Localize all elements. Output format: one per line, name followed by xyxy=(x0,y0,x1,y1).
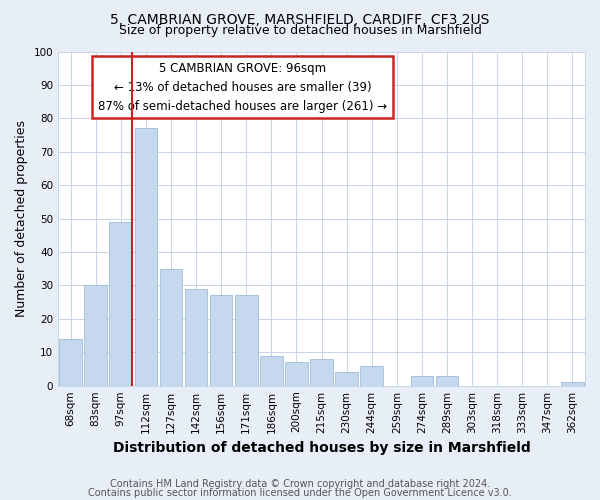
X-axis label: Distribution of detached houses by size in Marshfield: Distribution of detached houses by size … xyxy=(113,441,530,455)
Text: Contains HM Land Registry data © Crown copyright and database right 2024.: Contains HM Land Registry data © Crown c… xyxy=(110,479,490,489)
Bar xyxy=(436,376,458,386)
Text: 5, CAMBRIAN GROVE, MARSHFIELD, CARDIFF, CF3 2US: 5, CAMBRIAN GROVE, MARSHFIELD, CARDIFF, … xyxy=(110,12,490,26)
Bar xyxy=(59,339,82,386)
Bar xyxy=(310,359,333,386)
Bar xyxy=(109,222,132,386)
Bar xyxy=(85,286,107,386)
Bar xyxy=(185,289,208,386)
Text: Contains public sector information licensed under the Open Government Licence v3: Contains public sector information licen… xyxy=(88,488,512,498)
Bar xyxy=(361,366,383,386)
Text: 5 CAMBRIAN GROVE: 96sqm
← 13% of detached houses are smaller (39)
87% of semi-de: 5 CAMBRIAN GROVE: 96sqm ← 13% of detache… xyxy=(98,62,387,112)
Bar xyxy=(410,376,433,386)
Bar xyxy=(285,362,308,386)
Bar xyxy=(210,296,232,386)
Bar xyxy=(235,296,257,386)
Bar xyxy=(134,128,157,386)
Text: Size of property relative to detached houses in Marshfield: Size of property relative to detached ho… xyxy=(119,24,481,37)
Bar xyxy=(260,356,283,386)
Bar xyxy=(561,382,584,386)
Bar xyxy=(160,268,182,386)
Y-axis label: Number of detached properties: Number of detached properties xyxy=(15,120,28,317)
Bar xyxy=(335,372,358,386)
